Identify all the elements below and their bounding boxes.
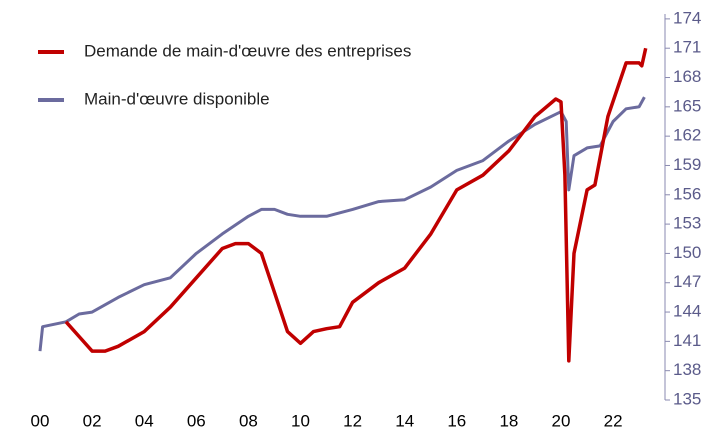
y-tick-label: 144 [673, 302, 701, 321]
x-tick-label: 02 [83, 411, 102, 430]
x-tick-label: 06 [187, 411, 206, 430]
y-tick-label: 135 [673, 389, 701, 408]
y-tick-label: 168 [673, 67, 701, 86]
y-tick-label: 165 [673, 96, 701, 115]
legend-label: Main-d'œuvre disponible [84, 89, 270, 108]
y-tick-label: 174 [673, 8, 701, 27]
line [64, 47, 648, 363]
y-tick-label: 150 [673, 243, 701, 262]
y-tick-label: 162 [673, 126, 701, 145]
x-tick-label: 10 [291, 411, 310, 430]
y-tick-label: 153 [673, 214, 701, 233]
x-tick-label: 18 [499, 411, 518, 430]
x-tick-label: 08 [239, 411, 258, 430]
y-tick-label: 156 [673, 184, 701, 203]
y-tick-label: 159 [673, 155, 701, 174]
x-tick-label: 16 [447, 411, 466, 430]
y-tick-label: 171 [673, 38, 701, 57]
x-tick-label: 04 [135, 411, 154, 430]
y-tick-label: 141 [673, 331, 701, 350]
y-tick-label: 147 [673, 272, 701, 291]
x-tick-label: 00 [31, 411, 50, 430]
x-tick-label: 22 [604, 411, 623, 430]
x-tick-label: 20 [552, 411, 571, 430]
line [38, 96, 646, 352]
x-tick-label: 14 [395, 411, 414, 430]
x-tick-label: 12 [343, 411, 362, 430]
legend-label: Demande de main-d'œuvre des entreprises [84, 41, 411, 60]
y-tick-label: 138 [673, 360, 701, 379]
